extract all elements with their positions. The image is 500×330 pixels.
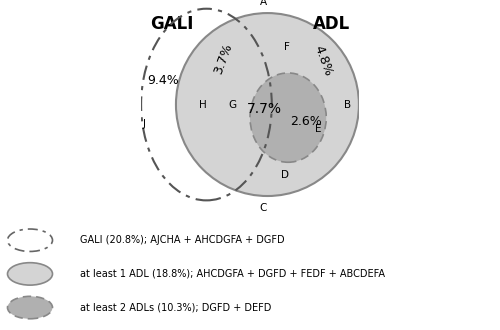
- Ellipse shape: [250, 73, 326, 162]
- Text: 4.8%: 4.8%: [312, 44, 334, 78]
- Text: G: G: [228, 100, 236, 110]
- Text: at least 1 ADL (18.8%); AHCDGFA + DGFD + FEDF + ABCDEFA: at least 1 ADL (18.8%); AHCDGFA + DGFD +…: [80, 269, 385, 279]
- Text: E: E: [316, 123, 322, 134]
- Text: C: C: [260, 203, 267, 213]
- Text: F: F: [284, 42, 290, 52]
- Text: at least 2 ADLs (10.3%); DGFD + DEFD: at least 2 ADLs (10.3%); DGFD + DEFD: [80, 303, 272, 313]
- Ellipse shape: [8, 296, 52, 319]
- Text: ADL: ADL: [313, 15, 350, 33]
- Text: J: J: [142, 119, 146, 129]
- Text: GALI: GALI: [150, 15, 193, 33]
- Text: D: D: [281, 170, 289, 180]
- Ellipse shape: [176, 13, 359, 196]
- Text: 7.7%: 7.7%: [246, 102, 282, 116]
- Text: A: A: [260, 0, 266, 7]
- Text: 3.7%: 3.7%: [211, 42, 234, 76]
- Text: H: H: [198, 100, 206, 110]
- Text: B: B: [344, 100, 351, 110]
- Text: 9.4%: 9.4%: [147, 74, 179, 87]
- Text: GALI (20.8%); AJCHA + AHCDGFA + DGFD: GALI (20.8%); AJCHA + AHCDGFA + DGFD: [80, 235, 284, 245]
- Ellipse shape: [8, 263, 52, 285]
- Text: 2.6%: 2.6%: [290, 115, 322, 128]
